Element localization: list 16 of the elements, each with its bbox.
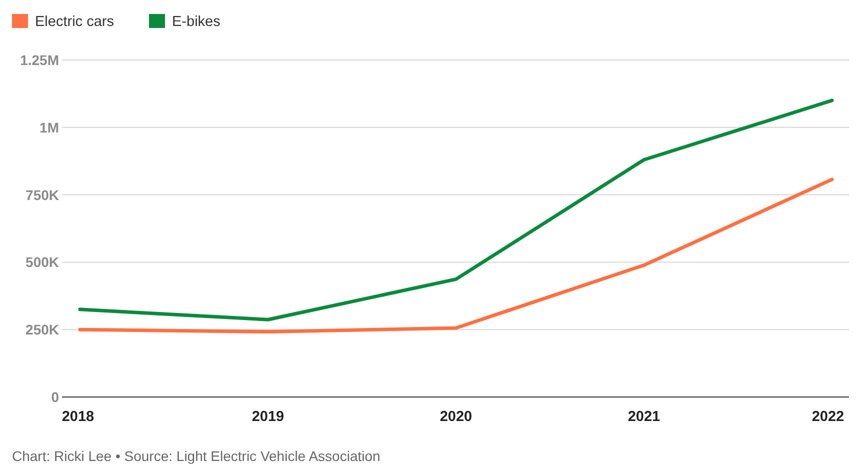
line-series	[78, 178, 834, 334]
y-tick-label: 250K	[26, 322, 59, 338]
legend-label: E-bikes	[172, 14, 220, 30]
x-tick-label: 2018	[62, 409, 94, 425]
x-tick-label: 2021	[628, 409, 660, 425]
legend-label: Electric cars	[35, 14, 114, 30]
y-tick-label: 500K	[26, 254, 59, 270]
y-tick-label: 0	[51, 389, 60, 405]
x-tick-label: 2022	[812, 409, 844, 425]
line-series	[78, 98, 834, 322]
y-tick-label: 1.25M	[20, 52, 59, 68]
y-tick-label: 750K	[26, 186, 59, 203]
x-tick-label: 2020	[440, 409, 472, 425]
x-tick-label: 2019	[252, 409, 284, 425]
y-tick-label: 1M	[40, 119, 59, 136]
text: Chart: Ricki Lee • Source: Light Electric Vehicle Association	[12, 448, 380, 464]
